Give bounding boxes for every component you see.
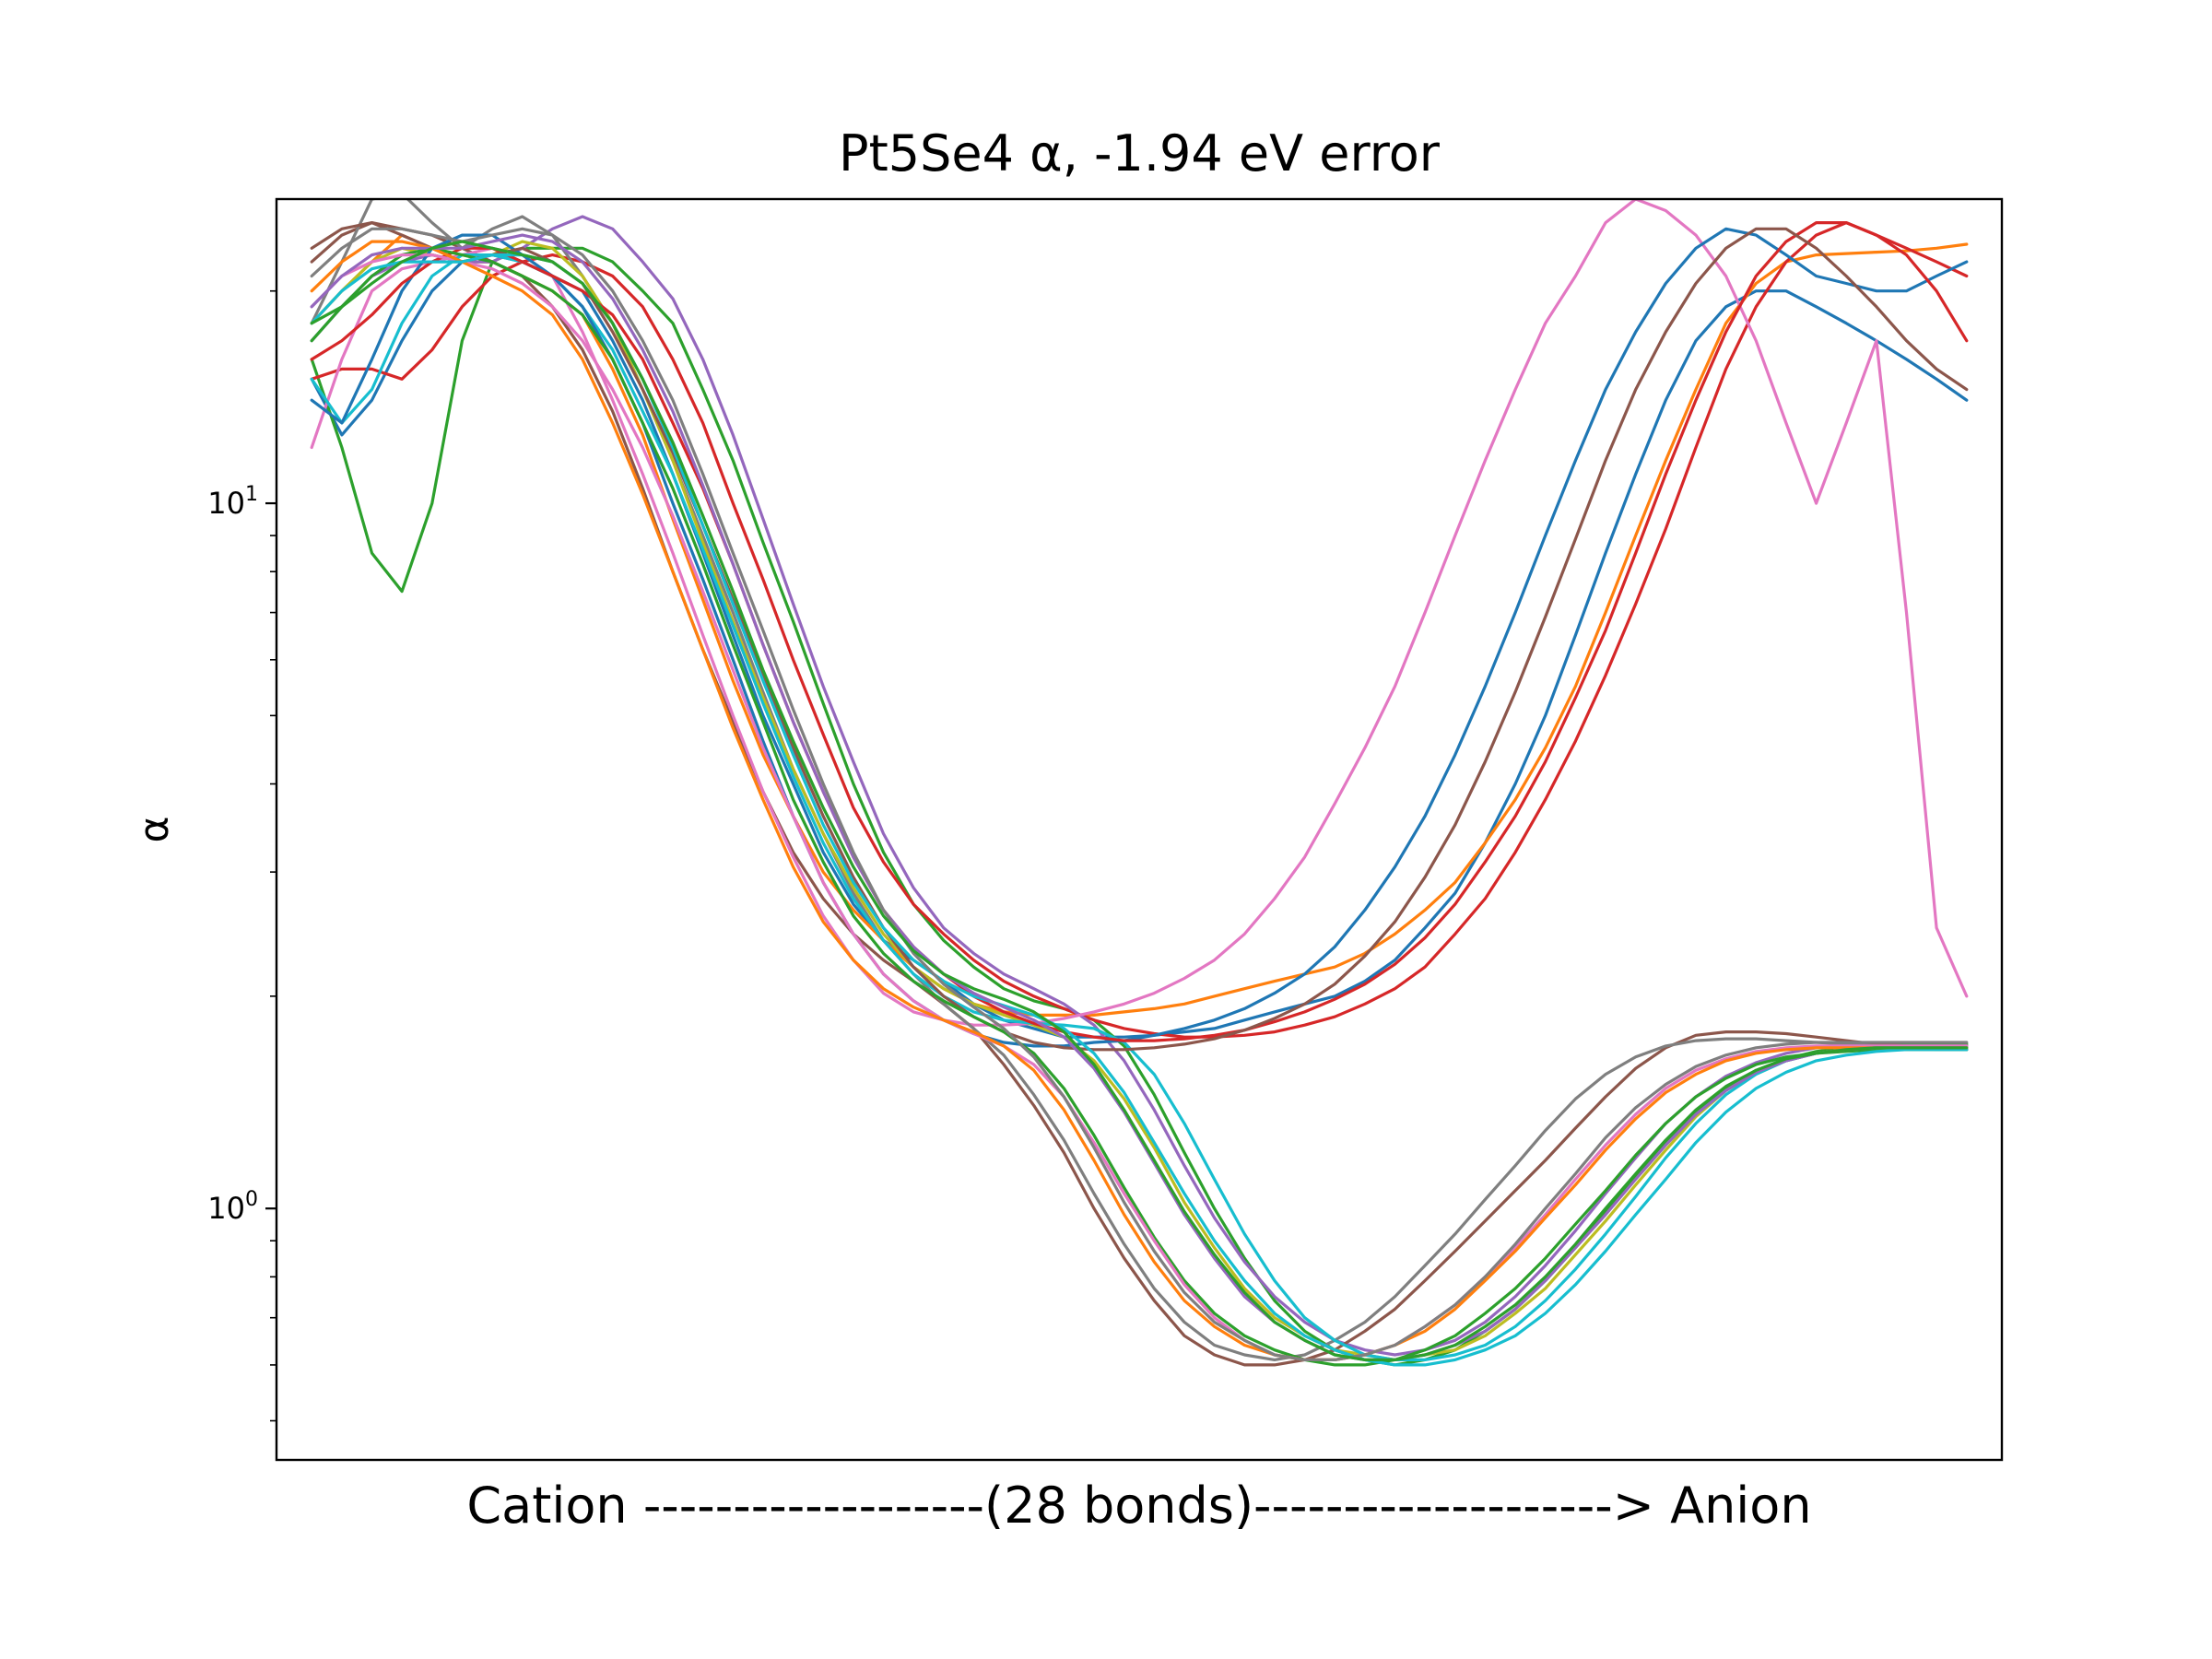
y-tick-base: 10 bbox=[207, 1191, 245, 1226]
series-line-11 bbox=[310, 227, 1969, 1048]
series-line-1 bbox=[310, 253, 1969, 1039]
y-tick-exponent: 1 bbox=[245, 483, 258, 506]
series-line-9 bbox=[310, 240, 1969, 1361]
series-line-6 bbox=[310, 221, 1969, 1367]
plot-area bbox=[275, 197, 2004, 1462]
series-line-20 bbox=[310, 240, 1969, 1361]
series-line-15 bbox=[310, 253, 1969, 1361]
y-tick-base: 10 bbox=[207, 486, 245, 521]
y-tick-exponent: 0 bbox=[245, 1188, 258, 1211]
series-line-12 bbox=[310, 221, 1969, 1042]
series-line-7 bbox=[310, 199, 1969, 1027]
series-line-4 bbox=[310, 221, 1969, 1039]
series-line-16 bbox=[310, 240, 1969, 1361]
series-line-3 bbox=[310, 246, 1969, 1367]
y-axis-label: α bbox=[131, 816, 178, 842]
plot-frame bbox=[275, 197, 2004, 1462]
y-tick-label: 100 bbox=[207, 1188, 258, 1226]
y-tick-label: 101 bbox=[207, 483, 258, 521]
chart-title: Pt5Se4 α, -1.94 eV error bbox=[839, 124, 1441, 182]
x-axis-label: Cation -------------------(28 bonds)----… bbox=[466, 1477, 1811, 1535]
series-layer bbox=[310, 199, 1969, 1367]
series-line-14 bbox=[310, 246, 1969, 1367]
series-line-19 bbox=[310, 227, 1969, 1361]
